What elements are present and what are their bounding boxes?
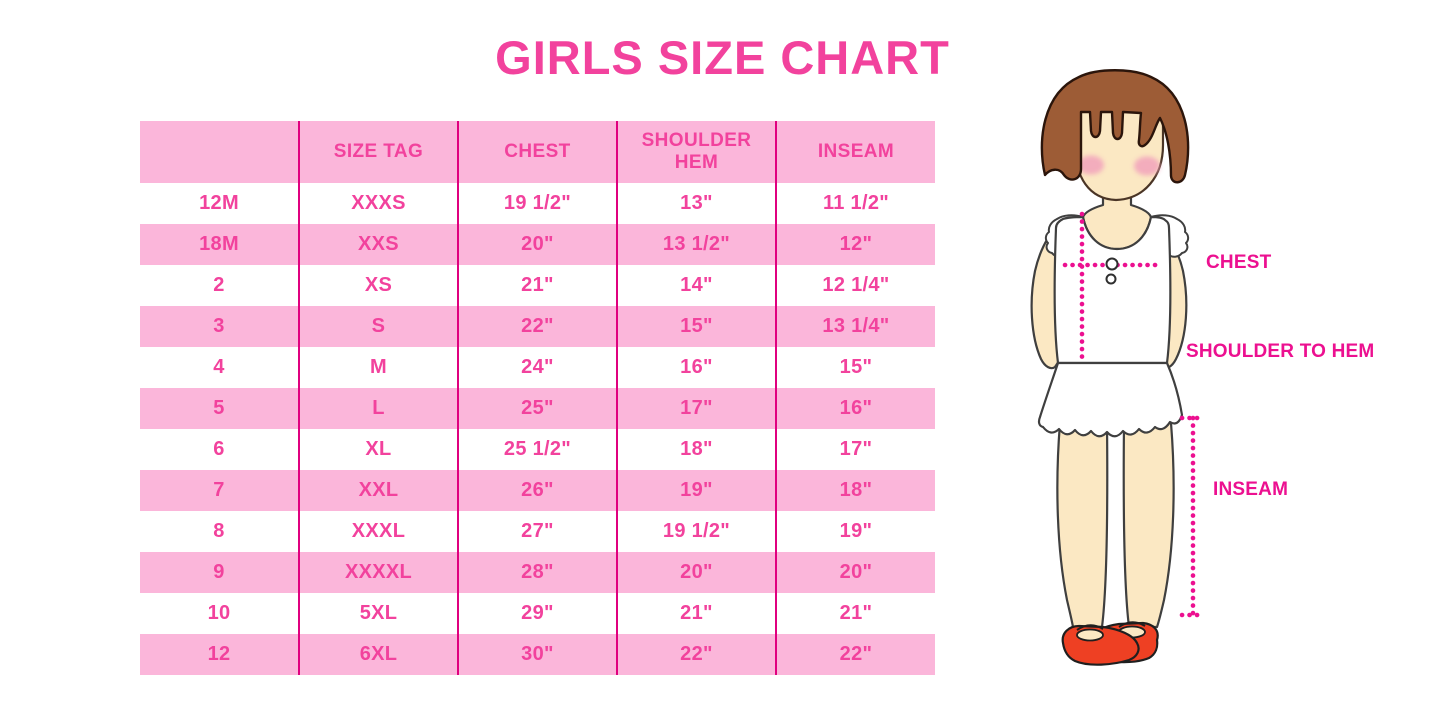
table-cell: 3 — [140, 306, 299, 347]
table-cell: 19" — [616, 470, 776, 511]
table-row: 12 6XL 30" 22" 22" — [140, 634, 935, 675]
shirt-button-bottom — [1105, 273, 1117, 285]
table-cell: 15" — [775, 347, 935, 388]
header-cell-blank — [140, 121, 299, 183]
table-row: 3 S 22" 15" 13 1/4" — [140, 306, 935, 347]
table-row: 9 XXXXL 28" 20" 20" — [140, 552, 935, 593]
table-row: 2 XS 21" 14" 12 1/4" — [140, 265, 935, 306]
table-cell: 21" — [775, 593, 935, 634]
table-cell: XXXXL — [298, 552, 458, 593]
table-cell: 13 1/4" — [775, 306, 935, 347]
table-cell: 6XL — [298, 634, 458, 675]
right-shoe-strap — [1118, 621, 1146, 628]
girl-figure-svg — [1030, 69, 1207, 666]
chest-label: CHEST — [1206, 252, 1272, 273]
left-shoe-opening — [1076, 628, 1104, 642]
table-cell: 13 1/2" — [616, 224, 776, 265]
shirt-skirt — [1037, 361, 1184, 438]
table-cell: 12" — [775, 224, 935, 265]
table-cell: 29" — [457, 593, 617, 634]
table-cell: M — [298, 347, 458, 388]
table-header-row: SIZE TAG CHEST SHOULDER HEM INSEAM — [140, 121, 935, 183]
header-cell-size-tag: SIZE TAG — [298, 121, 458, 183]
header-cell-chest: CHEST — [457, 121, 617, 183]
girl-right-leg — [1122, 421, 1175, 629]
table-cell: 22" — [616, 634, 776, 675]
table-cell: 5XL — [298, 593, 458, 634]
table-cell: 22" — [775, 634, 935, 675]
size-table: SIZE TAG CHEST SHOULDER HEM INSEAM 12M X… — [140, 121, 935, 675]
table-cell: 14" — [616, 265, 776, 306]
table-cell: L — [298, 388, 458, 429]
table-cell: 12M — [199, 192, 239, 214]
table-cell: 16" — [775, 388, 935, 429]
page-title: GIRLS SIZE CHART — [495, 31, 950, 84]
table-cell: 8 — [213, 520, 225, 542]
table-cell: 6 — [213, 438, 225, 460]
table-cell: 30" — [457, 634, 617, 675]
table-cell: 12 — [140, 634, 299, 675]
table-row: 5 L 25" 17" 16" — [140, 388, 935, 429]
table-cell: XXXS — [298, 183, 458, 224]
table-cell: 20" — [775, 552, 935, 593]
table-cell: 24" — [457, 347, 617, 388]
table-row: 18M XXS 20" 13 1/2" 12" — [140, 224, 935, 265]
table-row: 7 XXL 26" 19" 18" — [140, 470, 935, 511]
table-cell: XXL — [298, 470, 458, 511]
right-cheek — [1134, 156, 1160, 176]
table-cell: 22" — [457, 306, 617, 347]
table-row: 12M XXXS 19 1/2" 13" 11 1/2" — [140, 183, 935, 224]
table-cell: XXS — [298, 224, 458, 265]
table-row: 10 5XL 29" 21" 21" — [140, 593, 935, 634]
table-cell: 17" — [775, 429, 935, 470]
table-cell: 11 1/2" — [775, 183, 935, 224]
table-cell: 21" — [457, 265, 617, 306]
table-cell: 25 1/2" — [457, 429, 617, 470]
shoulder-to-hem-label: SHOULDER TO HEM — [1186, 341, 1375, 362]
table-row: 8 XXXL 27" 19 1/2" 19" — [140, 511, 935, 552]
table-cell: 16" — [616, 347, 776, 388]
table-cell: 27" — [457, 511, 617, 552]
table-cell: S — [298, 306, 458, 347]
table-cell: 19 1/2" — [616, 511, 776, 552]
table-cell: 26" — [457, 470, 617, 511]
table-cell: 20" — [457, 224, 617, 265]
left-cheek — [1078, 155, 1104, 175]
shirt-button-top — [1105, 257, 1119, 271]
table-cell: 13" — [616, 183, 776, 224]
table-cell: 7 — [140, 470, 299, 511]
table-cell: XL — [298, 429, 458, 470]
girl-left-leg — [1056, 421, 1109, 629]
table-cell: XS — [298, 265, 458, 306]
table-cell: 18" — [616, 429, 776, 470]
table-row: 4 M 24" 16" 15" — [140, 347, 935, 388]
table-cell: XXXL — [298, 511, 458, 552]
table-cell: 21" — [616, 593, 776, 634]
table-cell: 18" — [775, 470, 935, 511]
table-cell: 25" — [457, 388, 617, 429]
table-cell: 10 — [207, 602, 231, 624]
girl-hair — [1040, 69, 1190, 184]
table-row: 6 XL 25 1/2" 18" 17" — [140, 429, 935, 470]
table-cell: 17" — [616, 388, 776, 429]
table-cell: 20" — [616, 552, 776, 593]
girl-measurement-illustration — [995, 55, 1425, 720]
table-cell: 12 1/4" — [775, 265, 935, 306]
table-cell: 2 — [213, 274, 225, 296]
table-cell: 19 1/2" — [457, 183, 617, 224]
inseam-label: INSEAM — [1213, 479, 1289, 500]
header-cell-shoulder-hem: SHOULDER HEM — [616, 121, 776, 183]
table-cell: 4 — [213, 356, 225, 378]
table-cell: 28" — [457, 552, 617, 593]
table-cell: 5 — [140, 388, 299, 429]
table-cell: 9 — [140, 552, 299, 593]
header-cell-inseam: INSEAM — [775, 121, 935, 183]
left-shoe-strap — [1076, 624, 1104, 631]
table-cell: 18M — [140, 224, 299, 265]
table-cell: 15" — [616, 306, 776, 347]
table-cell: 19" — [775, 511, 935, 552]
